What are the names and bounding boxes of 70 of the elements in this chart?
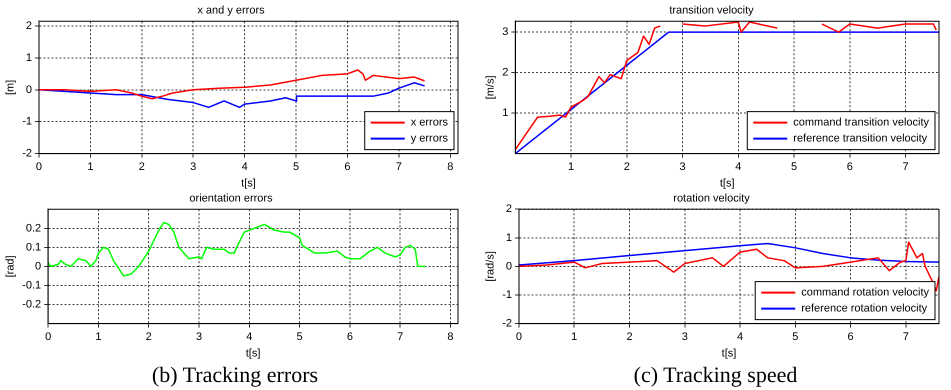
y-axis-title: [m/s] <box>484 75 497 100</box>
x-tick-label: 6 <box>848 331 854 344</box>
text: (c) Tracking speed <box>632 362 798 388</box>
legend-label: y errors <box>410 132 448 145</box>
y-tick-label: 1 <box>506 232 512 244</box>
x-tick-label: 5 <box>296 331 303 344</box>
legend-label: command rotation velocity <box>801 286 930 299</box>
x-tick-label: 2 <box>624 161 630 174</box>
legend-label: command transition velocity <box>793 116 930 129</box>
y-tick-label: 0 <box>26 84 32 96</box>
legend-label: reference rotation velocity <box>801 302 928 315</box>
x-tick-label: 7 <box>396 161 402 174</box>
y-tick-label: -2 <box>502 318 512 330</box>
x-tick-label: 5 <box>790 161 798 174</box>
x-tick-label: 4 <box>736 331 744 344</box>
y-tick-label: 1 <box>502 107 508 120</box>
x-axis-title: t[s] <box>241 177 256 190</box>
chart-title: transition velocity <box>669 4 754 17</box>
x-tick-label: 8 <box>447 331 454 344</box>
y-tick-label: 0.1 <box>26 241 42 254</box>
y-axis-title: [m] <box>4 80 17 96</box>
y-tick-label: -1 <box>502 289 512 302</box>
y-tick-label: 0 <box>35 260 42 272</box>
text: (b) Tracking errors <box>150 362 320 388</box>
chart-title: rotation velocity <box>673 192 750 205</box>
x-tick-label: 3 <box>682 331 688 344</box>
y-tick-label: 2 <box>502 66 508 79</box>
x-tick-label: 2 <box>146 331 152 344</box>
x-tick-label: 7 <box>902 161 909 174</box>
x-tick-label: 3 <box>680 161 686 174</box>
x-tick-label: 3 <box>196 331 202 344</box>
y-tick-label: -2 <box>22 148 32 160</box>
x-axis-title: t[s] <box>722 347 736 360</box>
x-tick-label: 0 <box>516 331 522 344</box>
x-tick-label: 6 <box>846 161 853 174</box>
y-tick-label: 3 <box>502 26 508 38</box>
x-tick-label: 1 <box>571 331 578 344</box>
y-tick-label: 2 <box>26 20 32 32</box>
x-tick-label: 6 <box>344 161 351 174</box>
x-tick-label: 4 <box>735 161 742 174</box>
legend-label: x errors <box>410 116 448 129</box>
x-tick-label: 1 <box>568 161 574 174</box>
y-tick-label: -0.1 <box>22 280 42 292</box>
x-tick-label: 3 <box>190 161 196 174</box>
x-tick-label: 5 <box>292 161 300 174</box>
chart-title: orientation errors <box>189 192 274 205</box>
x-tick-label: 7 <box>902 331 909 344</box>
y-axis-title: [rad] <box>4 255 17 278</box>
y-tick-label: 0 <box>506 260 512 272</box>
legend-label: reference transition velocity <box>793 132 928 145</box>
x-tick-label: 2 <box>626 331 633 344</box>
x-tick-label: 4 <box>246 331 252 344</box>
x-tick-label: 8 <box>447 161 454 174</box>
x-tick-label: 7 <box>397 331 404 344</box>
x-tick-label: 6 <box>346 331 353 344</box>
x-tick-label: 1 <box>95 331 102 344</box>
x-tick-label: 0 <box>45 331 52 344</box>
y-tick-label: 1 <box>26 52 32 64</box>
y-tick-label: -1 <box>22 116 32 128</box>
x-axis-title: t[s] <box>246 347 260 360</box>
x-tick-label: 2 <box>138 161 145 174</box>
x-tick-label: 1 <box>87 161 94 174</box>
y-tick-label: 0.2 <box>26 222 42 234</box>
x-tick-label: 5 <box>792 331 798 344</box>
x-axis-title: t[s] <box>720 177 734 190</box>
y-tick-label: -0.2 <box>22 298 42 311</box>
x-tick-label: 4 <box>242 161 248 174</box>
y-axis-title: [rad/s] <box>484 251 497 282</box>
y-tick-label: 2 <box>506 203 512 216</box>
chart-title: x and y errors <box>197 4 266 17</box>
